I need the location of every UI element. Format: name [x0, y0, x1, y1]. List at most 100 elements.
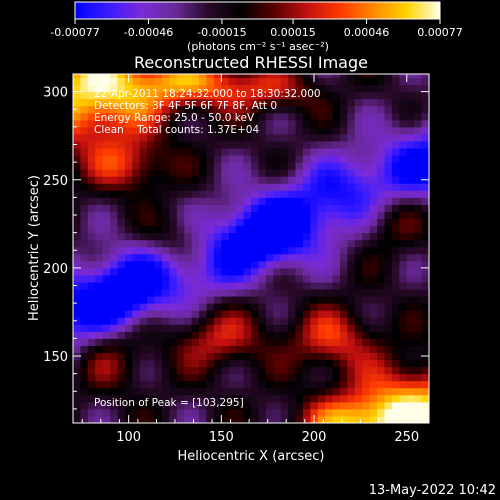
heatmap-cell: [206, 183, 215, 191]
heatmap-cell: [288, 373, 296, 382]
heatmap-cell: [288, 380, 296, 389]
heatmap-cell: [340, 338, 348, 346]
heatmap-cell: [406, 98, 415, 107]
heatmap-cell: [265, 415, 274, 423]
heatmap-cell: [273, 232, 282, 241]
heatmap-cell: [228, 373, 237, 382]
heatmap-cell: [80, 155, 89, 163]
heatmap-cell: [139, 225, 148, 234]
heatmap-cell: [124, 274, 133, 283]
heatmap-cell: [265, 239, 274, 248]
heatmap-cell: [169, 119, 178, 128]
heatmap-cell: [369, 394, 378, 403]
heatmap-cell: [377, 246, 385, 255]
heatmap-cell: [191, 246, 200, 255]
heatmap-cell: [340, 387, 348, 396]
heatmap-cell: [258, 74, 267, 79]
heatmap-cell: [73, 415, 81, 423]
heatmap-cell: [102, 296, 111, 304]
heatmap-cell: [414, 91, 423, 100]
heatmap-cell: [80, 246, 89, 255]
heatmap-cell: [391, 415, 400, 423]
heatmap-cell: [147, 331, 156, 339]
heatmap-cell: [213, 232, 222, 241]
heatmap-cell: [354, 148, 363, 156]
heatmap-cell: [110, 155, 118, 163]
heatmap-cell: [280, 310, 289, 318]
heatmap-cell: [191, 380, 200, 389]
heatmap-cell: [340, 105, 348, 114]
heatmap-cell: [302, 366, 311, 375]
heatmap-cell: [399, 211, 408, 220]
heatmap-cell: [102, 176, 111, 184]
heatmap-cell: [258, 91, 267, 100]
heatmap-cell: [288, 338, 296, 346]
heatmap-cell: [347, 373, 356, 382]
heatmap-cell: [117, 296, 126, 304]
heatmap-cell: [310, 394, 319, 403]
heatmap-cell: [162, 267, 170, 276]
heatmap-cell: [124, 169, 133, 177]
heatmap-cell: [80, 380, 89, 389]
heatmap-cell: [399, 218, 408, 227]
heatmap-cell: [406, 190, 415, 198]
heatmap-cell: [295, 98, 304, 107]
heatmap-cell: [154, 267, 163, 276]
heatmap-cell: [73, 155, 81, 163]
heatmap-cell: [110, 183, 118, 191]
heatmap-cell: [302, 112, 311, 121]
heatmap-cell: [213, 140, 222, 149]
heatmap-cell: [236, 253, 245, 262]
heatmap-cell: [340, 204, 348, 212]
heatmap-cell: [310, 338, 319, 346]
heatmap-cell: [384, 155, 393, 163]
heatmap-cell: [236, 232, 245, 241]
heatmap-cell: [325, 324, 334, 332]
heatmap-cell: [406, 352, 415, 361]
heatmap-cell: [221, 373, 230, 382]
heatmap-cell: [340, 317, 348, 325]
heatmap-cell: [206, 352, 215, 361]
heatmap-cell: [221, 148, 230, 156]
heatmap-cell: [302, 359, 311, 368]
heatmap-cell: [199, 98, 207, 107]
heatmap-cell: [206, 303, 215, 311]
heatmap-cell: [384, 394, 393, 403]
heatmap-cell: [265, 77, 274, 86]
heatmap-cell: [110, 373, 118, 382]
heatmap-cell: [273, 408, 282, 417]
heatmap-cell: [399, 324, 408, 332]
heatmap-cell: [280, 155, 289, 163]
heatmap-cell: [228, 112, 237, 121]
heatmap-cell: [414, 176, 423, 184]
heatmap-cell: [399, 253, 408, 262]
heatmap-cell: [184, 345, 193, 353]
heatmap-cell: [302, 415, 311, 423]
heatmap-cell: [295, 126, 304, 135]
heatmap-cell: [288, 218, 296, 227]
heatmap-cell: [288, 324, 296, 332]
heatmap-cell: [273, 105, 282, 114]
heatmap-cell: [406, 148, 415, 156]
heatmap-cell: [362, 260, 371, 269]
heatmap-cell: [369, 345, 378, 353]
heatmap-cell: [340, 246, 348, 255]
heatmap-cell: [124, 133, 133, 142]
heatmap-cell: [132, 373, 141, 382]
heatmap-cell: [110, 338, 118, 346]
heatmap-cell: [399, 359, 408, 368]
heatmap-cell: [206, 394, 215, 403]
heatmap-cell: [377, 183, 385, 191]
heatmap-cell: [414, 310, 423, 318]
heatmap-cell: [258, 204, 267, 212]
heatmap-cell: [377, 324, 385, 332]
info-detectors: Detectors: 3F 4F 5F 6F 7F 8F, Att 0: [94, 100, 277, 112]
heatmap-cell: [191, 148, 200, 156]
heatmap-cell: [95, 140, 104, 149]
heatmap-cell: [228, 119, 237, 128]
heatmap-cell: [154, 239, 163, 248]
heatmap-cell: [169, 387, 178, 396]
heatmap-cell: [317, 232, 326, 241]
heatmap-cell: [258, 162, 267, 170]
heatmap-cell: [354, 126, 363, 135]
